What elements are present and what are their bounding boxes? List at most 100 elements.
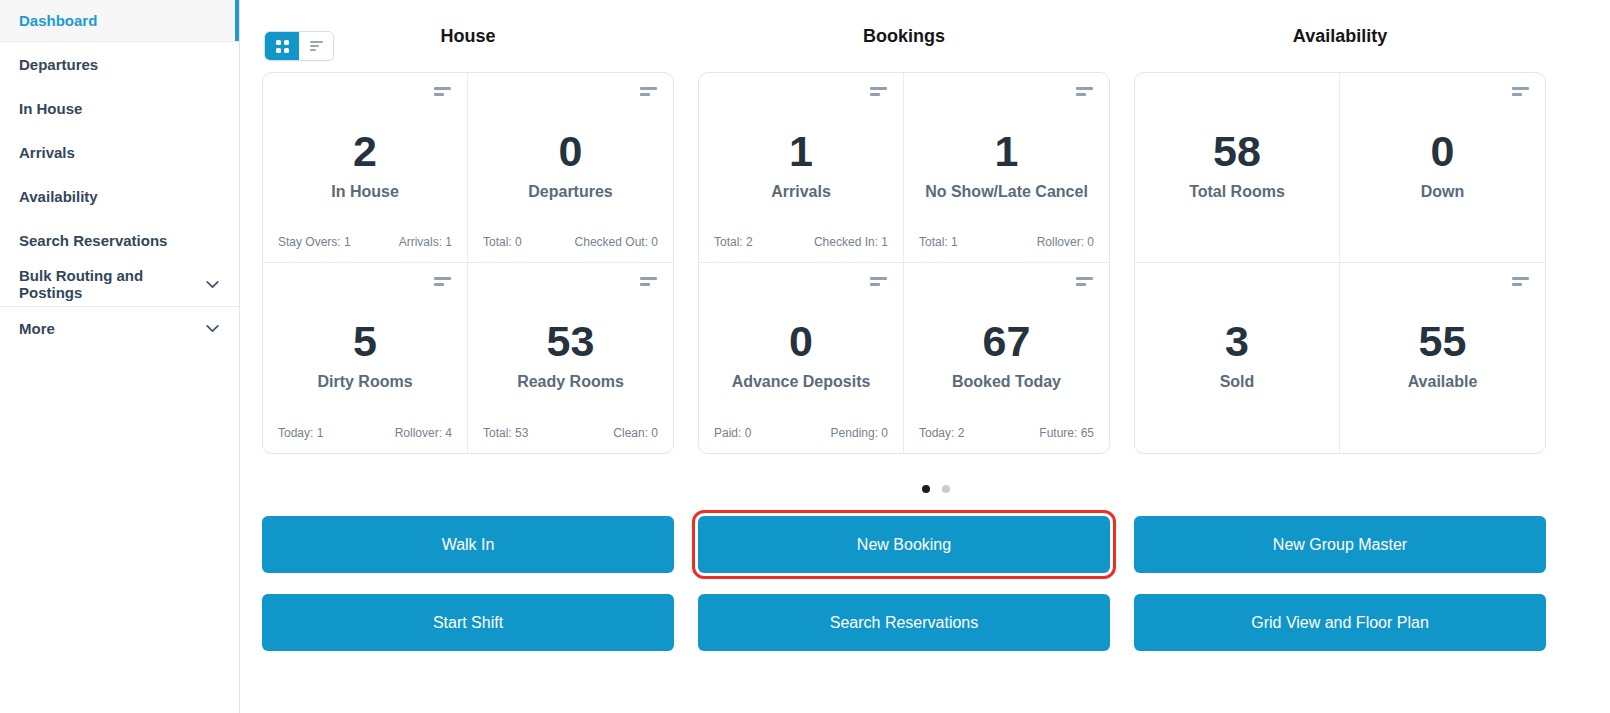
card-menu-icon[interactable] bbox=[1510, 85, 1531, 98]
stat-value: 53 bbox=[468, 320, 673, 363]
stat-value: 1 bbox=[904, 130, 1109, 173]
stat-value: 67 bbox=[904, 320, 1109, 363]
stat-value: 55 bbox=[1340, 320, 1545, 363]
stat-value: 58 bbox=[1135, 130, 1339, 173]
stat-card-advance-deposits[interactable]: 0 Advance Deposits Paid: 0 Pending: 0 bbox=[699, 263, 904, 453]
chevron-down-icon bbox=[204, 320, 221, 337]
card-menu-icon[interactable] bbox=[1074, 85, 1095, 98]
stat-label: Departures bbox=[468, 183, 673, 201]
stat-card-in-house[interactable]: 2 In House Stay Overs: 1 Arrivals: 1 bbox=[263, 73, 468, 263]
sidebar: Dashboard Departures In House Arrivals A… bbox=[0, 0, 240, 713]
pagination-dot-1[interactable] bbox=[922, 485, 930, 493]
card-menu-icon[interactable] bbox=[638, 275, 659, 288]
stat-footer: Total: 0 Checked Out: 0 bbox=[468, 235, 673, 262]
grid-view-button[interactable] bbox=[265, 32, 299, 60]
stat-label: Arrivals bbox=[699, 183, 903, 201]
sidebar-item-label: Bulk Routing and Postings bbox=[19, 267, 204, 301]
stat-footer: Today: 1 Rollover: 4 bbox=[263, 426, 467, 453]
stat-footer-left: Total: 2 bbox=[714, 235, 753, 249]
walk-in-button[interactable]: Walk In bbox=[262, 516, 674, 573]
stat-label: Available bbox=[1340, 373, 1545, 391]
stat-footer-left: Today: 1 bbox=[278, 426, 323, 440]
stat-footer-left: Today: 2 bbox=[919, 426, 964, 440]
start-shift-button[interactable]: Start Shift bbox=[262, 594, 674, 651]
stat-footer-left: Paid: 0 bbox=[714, 426, 751, 440]
stat-footer: Stay Overs: 1 Arrivals: 1 bbox=[263, 235, 467, 262]
stat-footer: Total: 1 Rollover: 0 bbox=[904, 235, 1109, 262]
group-bookings: 1 Arrivals Total: 2 Checked In: 1 1 No S… bbox=[698, 72, 1110, 454]
stat-card-sold[interactable]: 3 Sold bbox=[1135, 263, 1340, 453]
sidebar-item-arrivals[interactable]: Arrivals bbox=[0, 130, 239, 174]
sidebar-item-availability[interactable]: Availability bbox=[0, 174, 239, 218]
group-house: 2 In House Stay Overs: 1 Arrivals: 1 0 D… bbox=[262, 72, 674, 454]
stat-footer-right: Clean: 0 bbox=[613, 426, 658, 440]
stat-footer-right: Checked Out: 0 bbox=[575, 235, 658, 249]
sidebar-item-label: Departures bbox=[19, 56, 98, 73]
list-view-button[interactable] bbox=[299, 32, 333, 60]
stat-value: 1 bbox=[699, 130, 903, 173]
sidebar-item-label: Dashboard bbox=[19, 12, 97, 29]
stat-card-down[interactable]: 0 Down bbox=[1340, 73, 1545, 263]
stat-footer-left: Stay Overs: 1 bbox=[278, 235, 351, 249]
card-menu-icon[interactable] bbox=[868, 85, 889, 98]
sidebar-item-search-reservations[interactable]: Search Reservations bbox=[0, 218, 239, 262]
stat-card-ready-rooms[interactable]: 53 Ready Rooms Total: 53 Clean: 0 bbox=[468, 263, 673, 453]
card-menu-icon[interactable] bbox=[432, 85, 453, 98]
action-buttons: Walk In New Booking New Group Master Sta… bbox=[262, 516, 1610, 651]
stat-footer: Paid: 0 Pending: 0 bbox=[699, 426, 903, 453]
header-row: House Bookings Availability bbox=[262, 0, 1610, 72]
stat-card-dirty-rooms[interactable]: 5 Dirty Rooms Today: 1 Rollover: 4 bbox=[263, 263, 468, 453]
stat-footer-left: Total: 53 bbox=[483, 426, 528, 440]
group-title-availability: Availability bbox=[1134, 26, 1546, 47]
grid-view-icon bbox=[276, 40, 289, 53]
carousel-pagination bbox=[262, 479, 1610, 489]
sidebar-item-bulk-routing-and-postings[interactable]: Bulk Routing and Postings bbox=[0, 262, 239, 306]
dashboard-main: House Bookings Availability 2 In House S… bbox=[240, 0, 1610, 713]
stat-card-arrivals[interactable]: 1 Arrivals Total: 2 Checked In: 1 bbox=[699, 73, 904, 263]
stat-value: 0 bbox=[468, 130, 673, 173]
stat-footer-right: Arrivals: 1 bbox=[399, 235, 452, 249]
grid-view-floor-plan-button[interactable]: Grid View and Floor Plan bbox=[1134, 594, 1546, 651]
stat-label: Down bbox=[1340, 183, 1545, 201]
group-title-bookings: Bookings bbox=[698, 26, 1110, 47]
group-titles: House Bookings Availability bbox=[262, 0, 1610, 72]
sidebar-item-in-house[interactable]: In House bbox=[0, 86, 239, 130]
stat-value: 5 bbox=[263, 320, 467, 363]
card-menu-icon[interactable] bbox=[638, 85, 659, 98]
search-reservations-button[interactable]: Search Reservations bbox=[698, 594, 1110, 651]
card-menu-icon[interactable] bbox=[1510, 275, 1531, 288]
card-menu-icon[interactable] bbox=[432, 275, 453, 288]
stat-footer-right: Rollover: 0 bbox=[1037, 235, 1094, 249]
stat-label: Advance Deposits bbox=[699, 373, 903, 391]
sidebar-item-label: More bbox=[19, 320, 55, 337]
sidebar-item-departures[interactable]: Departures bbox=[0, 42, 239, 86]
stat-footer-right: Pending: 0 bbox=[831, 426, 888, 440]
new-booking-button[interactable]: New Booking bbox=[698, 516, 1110, 573]
stat-footer: Today: 2 Future: 65 bbox=[904, 426, 1109, 453]
stat-card-total-rooms[interactable]: 58 Total Rooms bbox=[1135, 73, 1340, 263]
stat-footer-right: Rollover: 4 bbox=[395, 426, 452, 440]
stat-value: 0 bbox=[699, 320, 903, 363]
new-group-master-button[interactable]: New Group Master bbox=[1134, 516, 1546, 573]
stat-card-booked-today[interactable]: 67 Booked Today Today: 2 Future: 65 bbox=[904, 263, 1109, 453]
card-menu-icon[interactable] bbox=[868, 275, 889, 288]
stat-card-no-show-late-cancel[interactable]: 1 No Show/Late Cancel Total: 1 Rollover:… bbox=[904, 73, 1109, 263]
chevron-down-icon bbox=[204, 276, 221, 293]
stat-value: 2 bbox=[263, 130, 467, 173]
group-availability: 58 Total Rooms 0 Down 3 Sold 55 Availabl… bbox=[1134, 72, 1546, 454]
stat-label: Dirty Rooms bbox=[263, 373, 467, 391]
stat-label: Total Rooms bbox=[1135, 183, 1339, 201]
sidebar-item-more[interactable]: More bbox=[0, 306, 239, 350]
view-toggle bbox=[264, 31, 334, 61]
stat-value: 3 bbox=[1135, 320, 1339, 363]
sidebar-item-dashboard[interactable]: Dashboard bbox=[0, 0, 239, 42]
stat-footer-right: Future: 65 bbox=[1039, 426, 1094, 440]
stat-card-available[interactable]: 55 Available bbox=[1340, 263, 1545, 453]
pagination-dot-2[interactable] bbox=[942, 485, 950, 493]
stat-label: Ready Rooms bbox=[468, 373, 673, 391]
stat-label: Sold bbox=[1135, 373, 1339, 391]
card-menu-icon[interactable] bbox=[1074, 275, 1095, 288]
stat-groups: 2 In House Stay Overs: 1 Arrivals: 1 0 D… bbox=[262, 72, 1610, 454]
stat-label: In House bbox=[263, 183, 467, 201]
stat-card-departures[interactable]: 0 Departures Total: 0 Checked Out: 0 bbox=[468, 73, 673, 263]
